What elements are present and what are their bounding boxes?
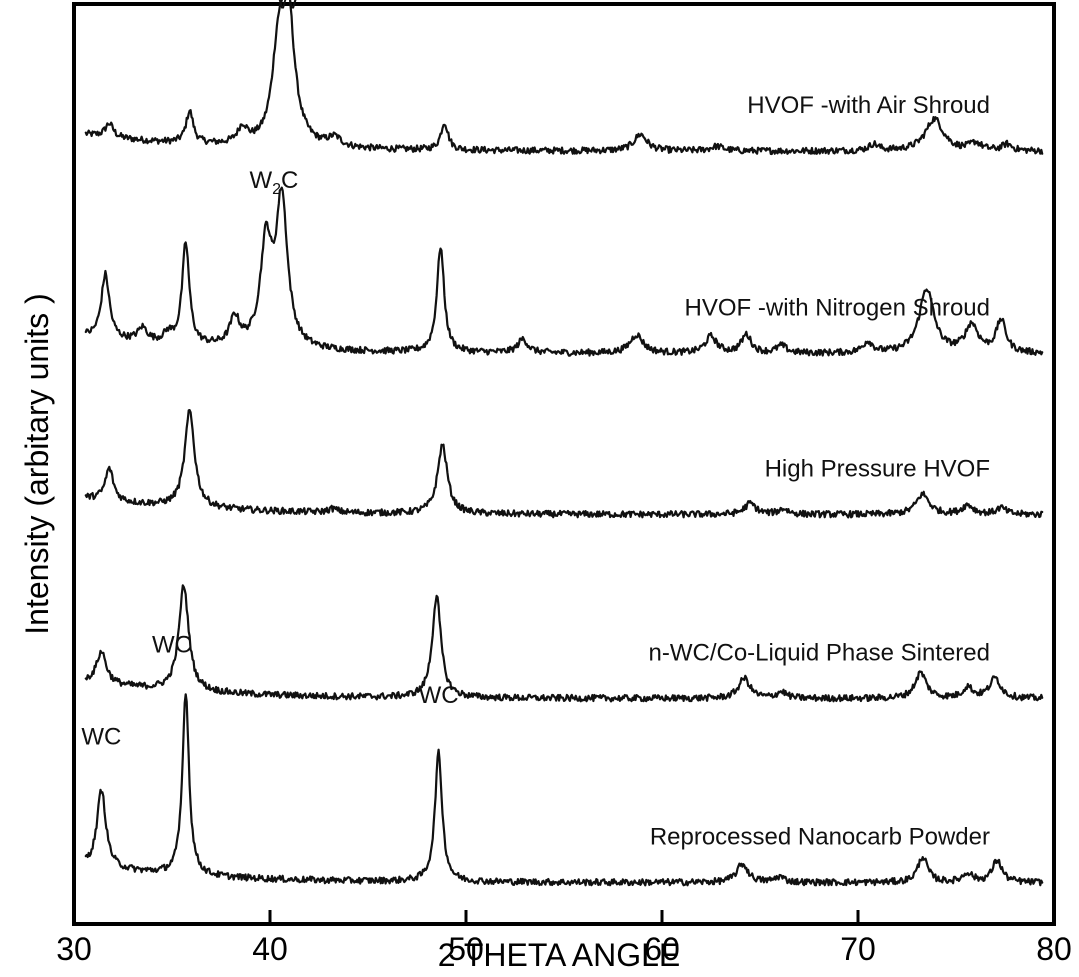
peak-label-5: WC (419, 682, 459, 709)
x-axis-ticks: 30 40 50 60 70 80 (56, 910, 1072, 967)
peak-label-1: W (276, 0, 299, 15)
peak-label-2: W2C (249, 167, 298, 198)
x-tick-label-70: 70 (840, 931, 876, 967)
series-layer: HVOF -with Air Shroud HVOF -with Nitrogen… (84, 0, 1044, 887)
y-axis-label: Intensity (arbitary units ) (19, 293, 55, 634)
peak-label-3: WC (81, 724, 121, 751)
plot-frame (72, 2, 1056, 926)
x-axis-label: 2 THETA ANGLE (438, 937, 680, 973)
x-tick-label-60: 60 (644, 931, 680, 967)
x-tick-label-50: 50 (448, 931, 484, 967)
series-line-2 (84, 186, 1044, 357)
series-line-1 (84, 0, 1044, 156)
peak-annotations: W W2C WC WC WC (81, 0, 458, 751)
series-line-3 (84, 409, 1044, 519)
peak-label-4: WC (152, 632, 192, 659)
series-label-5: Reprocessed Nanocarb Powder (650, 824, 990, 851)
series-label-3: High Pressure HVOF (765, 456, 990, 483)
x-tick-label-80: 80 (1036, 931, 1072, 967)
series-line-5 (84, 693, 1044, 887)
series-line-4 (84, 584, 1044, 703)
series-label-4: n-WC/Co-Liquid Phase Sintered (649, 640, 991, 667)
x-tick-label-40: 40 (252, 931, 288, 967)
x-tick-label-30: 30 (56, 931, 92, 967)
series-label-2: HVOF -with Nitrogen Shroud (685, 295, 990, 322)
series-label-1: HVOF -with Air Shroud (747, 92, 990, 119)
